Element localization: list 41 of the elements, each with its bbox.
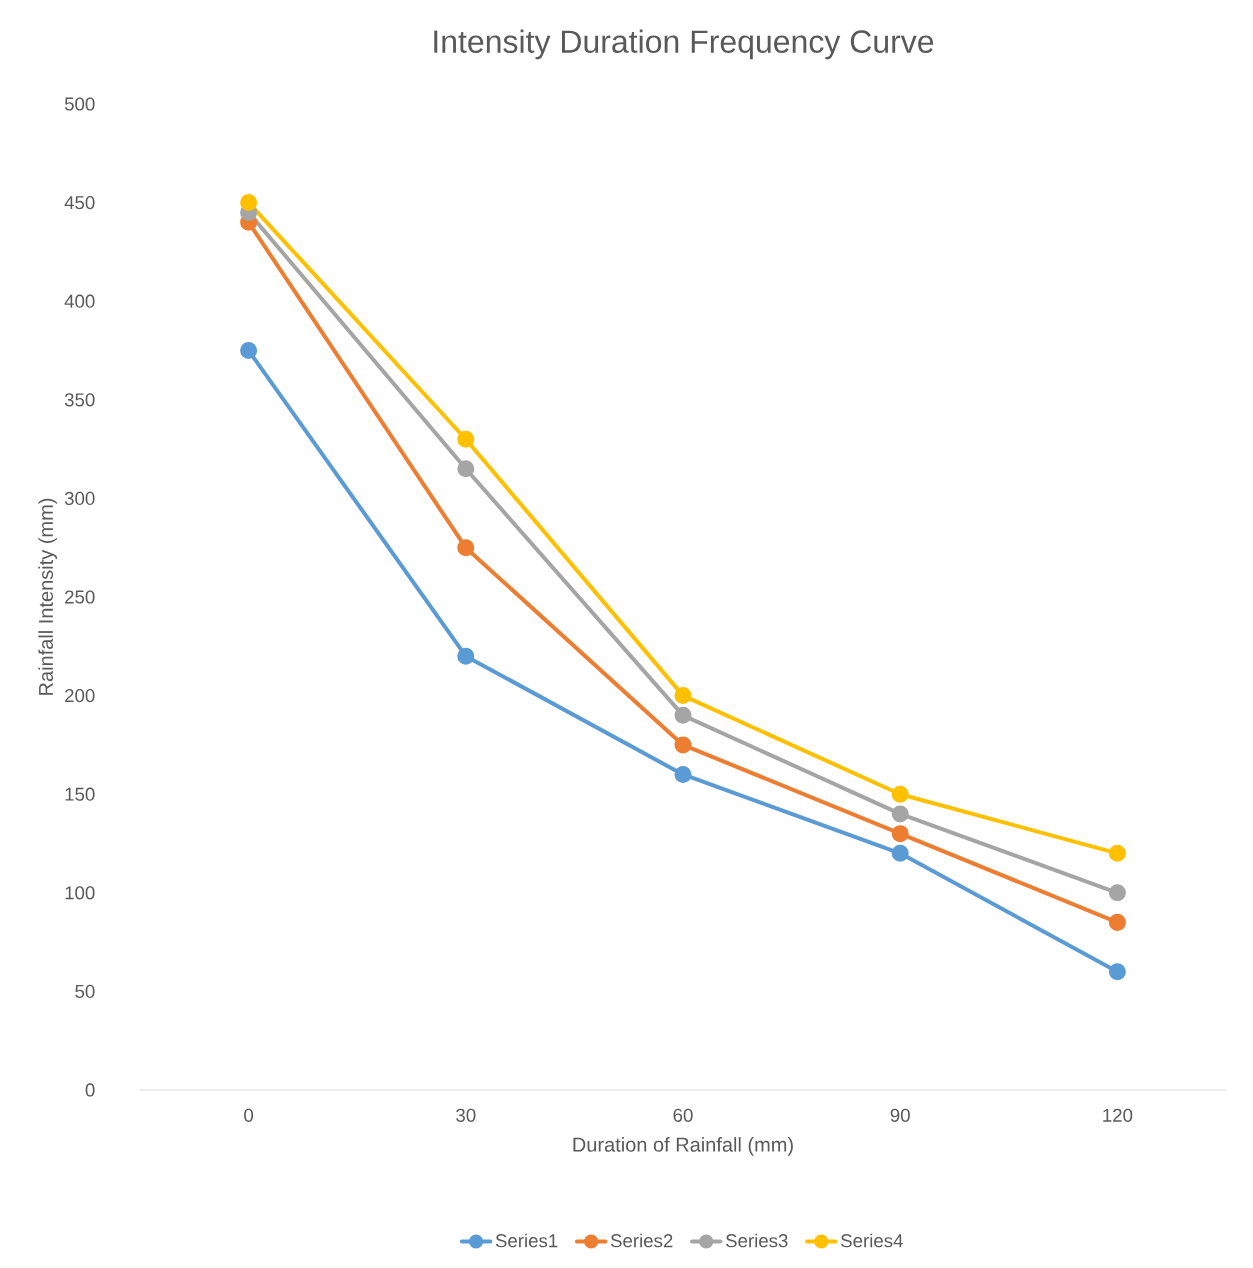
- y-tick-label: 50: [75, 984, 95, 999]
- legend-label: Series2: [610, 1233, 673, 1248]
- point: [1108, 913, 1126, 931]
- point: [240, 342, 258, 360]
- y-tick-label: 450: [64, 195, 95, 210]
- legend-label: Series4: [841, 1233, 903, 1248]
- y-tick-label: 300: [64, 491, 95, 506]
- point: [457, 539, 475, 557]
- y-tick-label: 250: [65, 590, 95, 604]
- y-tick-label: 0: [85, 1083, 95, 1097]
- point: [891, 844, 909, 862]
- point: [457, 460, 475, 478]
- x-tick-label: 0: [244, 1108, 254, 1122]
- point: [1108, 963, 1126, 981]
- x-axis-title: Duration of Rainfall (mm): [573, 1137, 793, 1156]
- y-tick-label: 400: [64, 294, 95, 308]
- x-tick-label: 60: [673, 1108, 693, 1122]
- y-axis-title: Rainfall Intensity (mm): [38, 498, 57, 695]
- point: [891, 785, 909, 803]
- point: [674, 687, 692, 705]
- x-tick-label: 90: [890, 1108, 910, 1122]
- y-tick-label: 350: [64, 393, 95, 407]
- point: [891, 805, 909, 823]
- legend-label: Series1: [495, 1233, 558, 1248]
- point: [457, 430, 475, 448]
- point: [674, 706, 692, 724]
- point: [891, 825, 909, 843]
- point: [674, 765, 692, 783]
- point: [1108, 844, 1126, 862]
- point: [457, 647, 475, 665]
- y-tick-label: 150: [65, 787, 95, 801]
- y-tick-label: 500: [64, 97, 95, 111]
- point: [674, 736, 692, 754]
- point: [240, 194, 258, 212]
- chart-title: Intensity Duration Frequency Curve: [434, 29, 934, 60]
- legend-label: Series3: [725, 1233, 788, 1248]
- x-tick-label: 120: [1103, 1108, 1133, 1122]
- y-tick-label: 100: [65, 886, 95, 900]
- point: [1108, 884, 1126, 902]
- x-tick-label: 30: [456, 1108, 476, 1122]
- y-tick-label: 200: [65, 688, 95, 703]
